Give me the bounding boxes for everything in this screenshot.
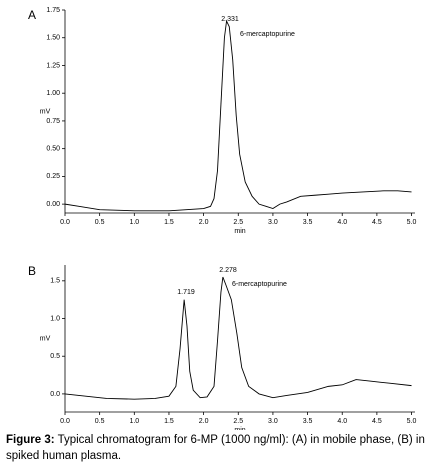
y-tick-label: 0.00 (46, 201, 60, 208)
x-tick-label: 4.5 (372, 219, 382, 226)
panel-label: A (28, 8, 36, 22)
peak-annotation: 2.331 (221, 16, 239, 23)
peak-annotation: 6-mercaptopurine (232, 281, 287, 288)
y-tick-label: 1.00 (46, 90, 60, 97)
y-tick-label: 1.25 (46, 62, 60, 69)
y-tick-label: 0.0 (50, 391, 60, 398)
x-tick-label: 2.5 (233, 219, 243, 226)
x-tick-label: 0.0 (60, 418, 70, 425)
x-tick-label: 3.0 (268, 418, 278, 425)
panel-label: B (28, 264, 36, 278)
caption-label: Figure 3: (6, 434, 55, 446)
x-tick-label: 5.0 (407, 418, 417, 425)
peak-annotation: 2.278 (219, 267, 237, 274)
x-tick-label: 0.5 (95, 219, 105, 226)
x-tick-label: 4.0 (337, 418, 347, 425)
peak-annotation: 1.719 (177, 289, 195, 296)
x-tick-label: 3.0 (268, 219, 278, 226)
y-tick-label: 0.50 (46, 146, 60, 153)
x-tick-label: 3.5 (303, 418, 313, 425)
x-tick-label: 0.0 (60, 219, 70, 226)
x-tick-label: 4.0 (337, 219, 347, 226)
figure: A 0.00 0.25 0.50 0.75 1.00 1.25 1.50 1.75 0.0 0.5 1… (28, 7, 417, 430)
x-tick-label: 4.5 (372, 418, 382, 425)
x-axis-label: min (234, 427, 245, 430)
y-axis-label: mV (40, 335, 51, 342)
y-axis-label: mV (40, 108, 51, 115)
x-tick-label: 2.5 (233, 418, 243, 425)
caption: Figure 3: Typical chromatogram for 6-MP … (6, 432, 438, 464)
x-tick-label: 3.5 (303, 219, 313, 226)
x-axis-label: min (234, 228, 245, 235)
x-tick-label: 5.0 (407, 219, 417, 226)
peak-annotation: 6-mercaptopurine (240, 31, 295, 38)
x-tick-label: 1.5 (164, 418, 174, 425)
y-tick-label: 1.5 (50, 278, 60, 285)
x-tick-label: 1.5 (164, 219, 174, 226)
x-tick-label: 0.5 (95, 418, 105, 425)
y-tick-label: 0.5 (50, 353, 60, 360)
y-tick-label: 1.0 (50, 315, 60, 322)
x-tick-label: 2.0 (199, 219, 209, 226)
data-line (64, 276, 412, 400)
y-tick-label: 1.75 (46, 7, 60, 14)
data-line (64, 19, 412, 212)
y-tick-label: 0.25 (46, 173, 60, 180)
x-tick-label: 1.0 (129, 219, 139, 226)
x-tick-label: 2.0 (199, 418, 209, 425)
x-tick-label: 1.0 (129, 418, 139, 425)
caption-text: Typical chromatogram for 6-MP (1000 ng/m… (6, 434, 425, 462)
y-tick-label: 0.75 (46, 118, 60, 125)
y-tick-label: 1.50 (46, 35, 60, 42)
